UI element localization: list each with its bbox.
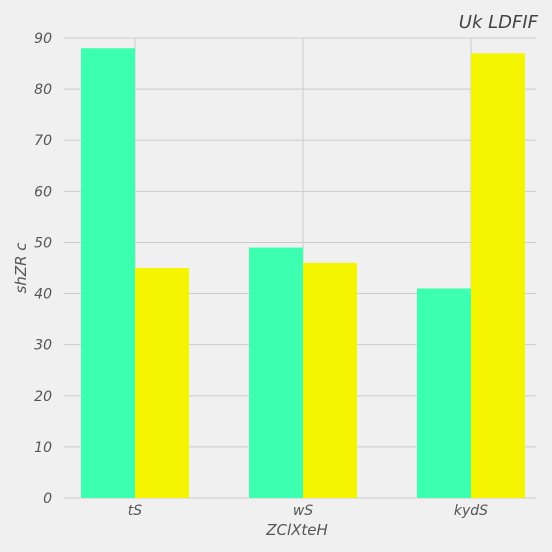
chart-title: Uk LDFIF bbox=[459, 12, 539, 33]
x-tick-label: tS bbox=[128, 503, 142, 519]
y-tick-labels: 0 10 20 30 40 50 60 70 80 90 bbox=[34, 31, 52, 507]
bar-series-1-kydS bbox=[417, 288, 471, 498]
x-tick-label: wS bbox=[293, 503, 313, 519]
y-tick-label: 80 bbox=[34, 82, 52, 98]
bar-series-2-wS bbox=[303, 262, 357, 498]
bar-series-2-tS bbox=[135, 268, 189, 498]
y-axis-label: shZR c bbox=[12, 242, 30, 294]
y-tick-label: 70 bbox=[34, 133, 52, 149]
y-tick-label: 50 bbox=[34, 235, 52, 251]
x-tick-labels: tS wS kydS bbox=[128, 503, 488, 519]
y-tick-label: 0 bbox=[43, 491, 52, 507]
x-axis-label: ZClXteH bbox=[265, 521, 328, 539]
y-tick-label: 10 bbox=[34, 440, 52, 456]
bar-series-1-tS bbox=[81, 48, 135, 498]
y-tick-label: 30 bbox=[34, 338, 52, 354]
y-tick-label: 60 bbox=[34, 184, 52, 200]
y-tick-label: 40 bbox=[34, 287, 52, 303]
bar-series-1-wS bbox=[249, 247, 303, 498]
bar-series-2-kydS bbox=[471, 53, 525, 498]
bars bbox=[81, 48, 525, 498]
y-tick-label: 20 bbox=[34, 389, 52, 405]
x-tick-label: kydS bbox=[454, 503, 488, 519]
y-tick-label: 90 bbox=[34, 31, 52, 47]
